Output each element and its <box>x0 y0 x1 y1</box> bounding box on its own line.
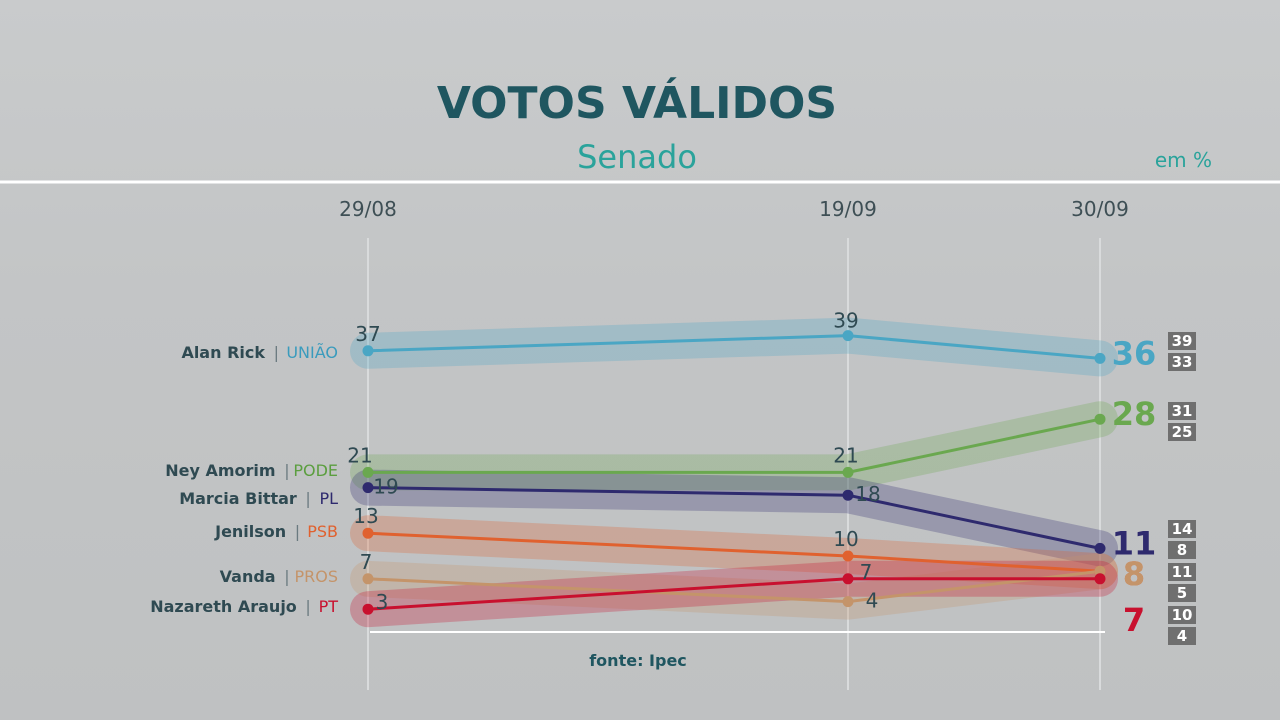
data-label-3-2: 8 <box>1123 555 1145 593</box>
data-label-4-1: 4 <box>866 589 879 613</box>
series-separator-3: | <box>295 522 300 541</box>
source-note: fonte: Ipec <box>589 651 687 670</box>
x-axis-labels: 29/08 19/09 30/09 <box>339 197 1129 221</box>
series-name-1: Ney Amorim <box>165 461 275 480</box>
range-badge-4-0 <box>1168 606 1196 624</box>
data-label-1-2: 28 <box>1112 395 1157 433</box>
series-points <box>362 330 1106 615</box>
range-badge-text-1-1: 25 <box>1172 423 1193 441</box>
range-badge-0-0 <box>1168 332 1196 350</box>
series-party-5: PT <box>319 597 339 616</box>
series-separator-4: | <box>284 567 289 586</box>
data-point-5-1 <box>842 573 854 585</box>
chart-title: VOTOS VÁLIDOS <box>437 76 837 129</box>
series-separator-5: | <box>305 597 310 616</box>
data-label-5-2: 7 <box>1123 601 1145 639</box>
data-point-5-0 <box>362 603 374 615</box>
data-point-4-2 <box>1094 565 1106 577</box>
range-badge-3-0 <box>1168 563 1196 581</box>
data-point-5-2 <box>1094 573 1106 585</box>
range-badge-text-2-1: 8 <box>1177 541 1187 559</box>
range-badge-0-1 <box>1168 353 1196 371</box>
range-badge-text-3-0: 11 <box>1172 563 1193 581</box>
data-label-4-0: 7 <box>360 550 373 574</box>
series-separator-1: | <box>284 461 289 480</box>
data-label-3-1: 10 <box>833 527 858 551</box>
series-party-0: UNIÃO <box>286 343 338 362</box>
data-label-2-0: 19 <box>373 475 398 499</box>
data-point-2-0 <box>362 482 374 494</box>
range-badge-text-4-0: 10 <box>1172 606 1193 624</box>
series-name-3: Jenilson <box>214 522 286 541</box>
range-badge-text-4-1: 4 <box>1177 627 1187 645</box>
x-tick-label-0: 29/08 <box>339 197 397 221</box>
data-point-3-1 <box>842 550 854 562</box>
range-badge-1-1 <box>1168 423 1196 441</box>
range-badge-3-1 <box>1168 584 1196 602</box>
data-label-2-2: 11 <box>1112 524 1157 562</box>
series-party-4: PROS <box>294 567 338 586</box>
range-badge-2-0 <box>1168 520 1196 538</box>
range-badge-text-1-0: 31 <box>1172 402 1193 420</box>
series-name-5: Nazareth Araujo <box>150 597 297 616</box>
series-separator-0: | <box>274 343 279 362</box>
data-label-1-1: 21 <box>833 443 858 467</box>
range-badge-2-1 <box>1168 541 1196 559</box>
data-point-0-1 <box>842 330 854 342</box>
data-point-4-1 <box>842 596 854 608</box>
data-point-1-1 <box>842 466 854 478</box>
range-badge-1-0 <box>1168 402 1196 420</box>
series-party-2: PL <box>319 489 338 508</box>
data-label-1-0: 21 <box>347 443 372 467</box>
x-tick-label-1: 19/09 <box>819 197 877 221</box>
data-point-0-2 <box>1094 352 1106 364</box>
data-point-0-0 <box>362 345 374 357</box>
series-party-1: PODE <box>293 461 338 480</box>
series-separator-2: | <box>305 489 310 508</box>
series-name-4: Vanda <box>220 567 276 586</box>
range-badge-4-1 <box>1168 627 1196 645</box>
data-point-1-2 <box>1094 413 1106 425</box>
data-label-0-1: 39 <box>833 309 858 333</box>
data-point-3-0 <box>362 527 374 539</box>
range-badges: 39 33 31 25 14 8 11 5 10 4 <box>1168 332 1196 645</box>
range-badge-text-3-1: 5 <box>1177 584 1187 602</box>
data-point-1-0 <box>362 466 374 478</box>
data-point-2-2 <box>1094 542 1106 554</box>
data-label-3-0: 13 <box>353 504 378 528</box>
series-name-0: Alan Rick <box>181 343 265 362</box>
series-party-3: PSB <box>307 522 338 541</box>
x-tick-label-2: 30/09 <box>1071 197 1129 221</box>
data-label-5-0: 3 <box>376 590 389 614</box>
data-label-0-0: 37 <box>355 322 380 346</box>
data-label-0-2: 36 <box>1112 334 1157 372</box>
data-label-5-1: 7 <box>860 560 873 584</box>
range-badge-text-0-1: 33 <box>1172 353 1193 371</box>
series-band-1 <box>350 401 1118 491</box>
unit-label: em % <box>1155 148 1212 172</box>
chart-subtitle: Senado <box>577 138 697 176</box>
data-point-2-1 <box>842 489 854 501</box>
range-badge-text-2-0: 14 <box>1172 520 1193 538</box>
range-badge-text-0-0: 39 <box>1172 332 1193 350</box>
series-name-2: Marcia Bittar <box>179 489 297 508</box>
data-point-4-0 <box>362 573 374 585</box>
data-label-2-1: 18 <box>855 482 880 506</box>
data-label-4-2: 8 <box>1123 555 1145 593</box>
